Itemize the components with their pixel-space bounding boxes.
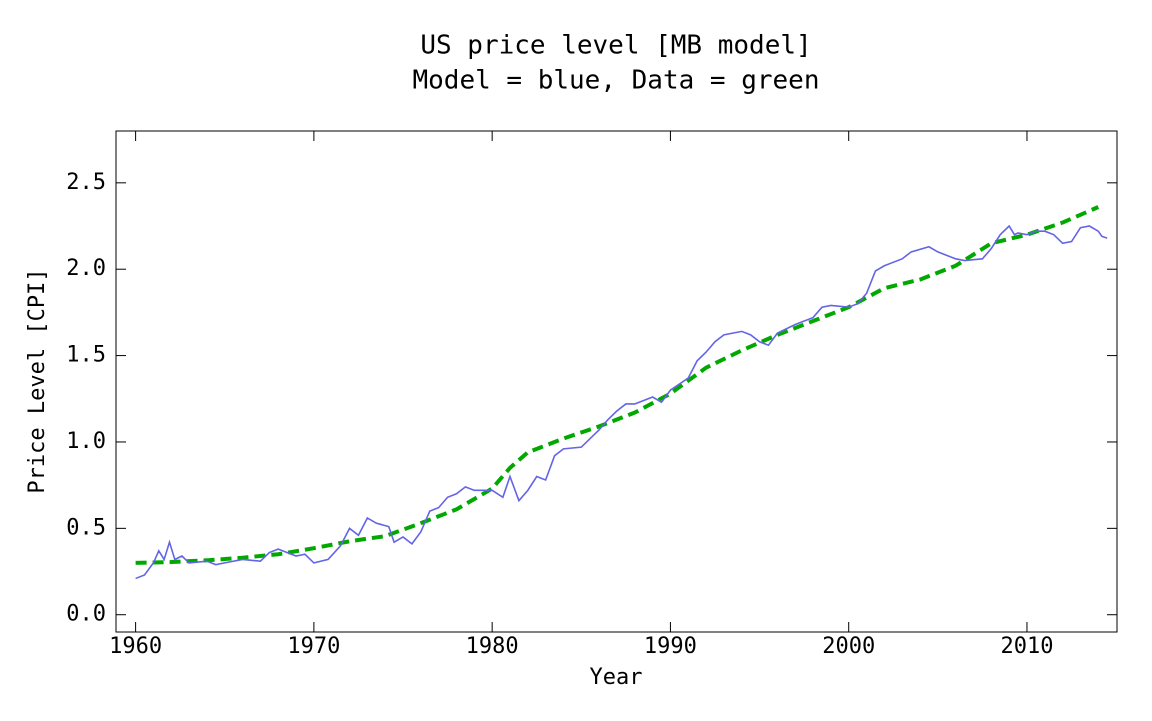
line-1 bbox=[135, 205, 1100, 565]
y-tick-label: 1.5 bbox=[66, 343, 106, 368]
y-tick-label: 2.5 bbox=[66, 170, 106, 195]
y-axis-label: Price Level [CPI] bbox=[25, 268, 50, 493]
x-tick-label: 2010 bbox=[1000, 634, 1053, 659]
x-tick-label: 1990 bbox=[644, 634, 697, 659]
x-axis-label: Year bbox=[590, 665, 643, 690]
x-tick-label: 1980 bbox=[466, 634, 519, 659]
chart-subtitle: Model = blue, Data = green bbox=[413, 66, 820, 96]
line-0 bbox=[135, 224, 1108, 580]
x-tick-label: 2000 bbox=[822, 634, 875, 659]
y-tick-label: 0.0 bbox=[66, 602, 106, 627]
x-tick-label: 1960 bbox=[109, 634, 162, 659]
chart-title: US price level [MB model] bbox=[420, 31, 811, 61]
y-tick-label: 0.5 bbox=[66, 515, 106, 540]
x-tick-label: 1970 bbox=[287, 634, 340, 659]
plot-frame bbox=[115, 130, 1118, 633]
y-tick-label: 2.0 bbox=[66, 256, 106, 281]
y-tick-label: 1.0 bbox=[66, 429, 106, 454]
